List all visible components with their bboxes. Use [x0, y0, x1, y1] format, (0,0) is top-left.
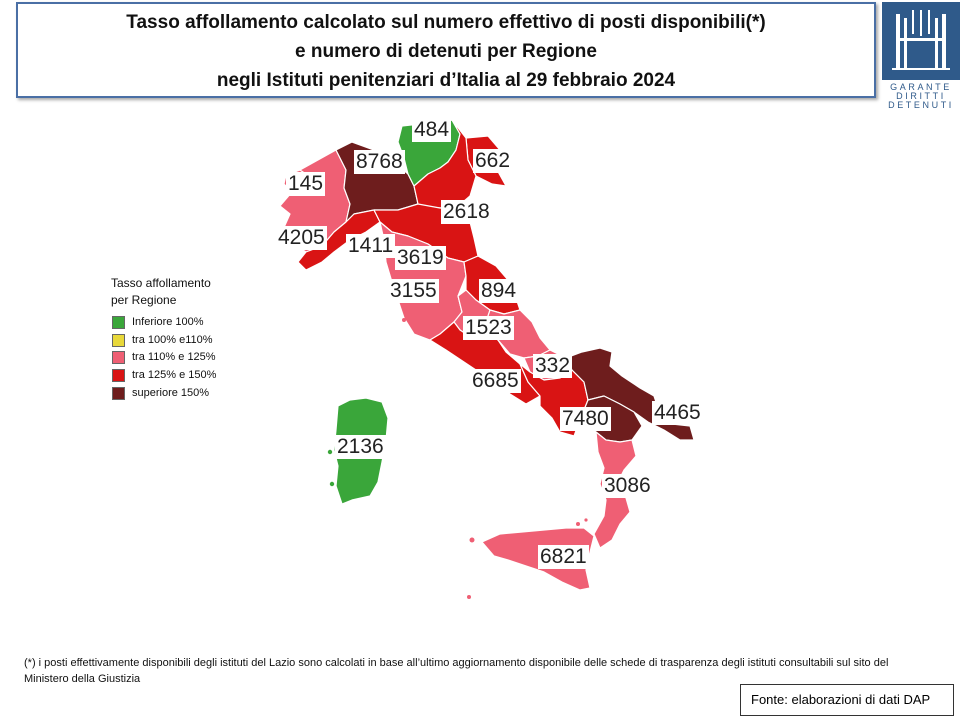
legend-swatch [112, 351, 125, 364]
label-lombardia: 8768 [354, 150, 405, 174]
label-basilicata: 7480 [560, 407, 611, 431]
title-box: Tasso affollamento calcolato sul numero … [16, 2, 876, 98]
logo-text-3: DETENUTI [888, 100, 954, 110]
label-valle-daosta: 145 [286, 172, 326, 196]
legend-swatch [112, 387, 125, 400]
garante-logo: GARANTE DIRITTI DETENUTI [882, 2, 960, 110]
legend-label: tra 100% e110% [132, 334, 213, 346]
footnote: (*) i posti effettivamente disponibili d… [24, 657, 889, 685]
label-friuli: 662 [473, 149, 513, 173]
label-puglia: 4465 [652, 401, 703, 425]
legend-title-1: Tasso affollamento [111, 276, 211, 290]
title-line-1: Tasso affollamento calcolato sul numero … [126, 12, 766, 33]
legend-label: tra 125% e 150% [132, 369, 217, 381]
label-marche: 894 [479, 279, 519, 303]
label-lazio: 1523 [463, 316, 514, 340]
label-sicilia: 6821 [538, 545, 589, 569]
legend-swatch [112, 369, 125, 382]
label-liguria: 1411 [346, 234, 396, 258]
label-veneto: 2618 [441, 200, 492, 224]
legend-swatch [112, 316, 125, 329]
legend-label: superiore 150% [132, 387, 210, 399]
label-toscana: 3155 [388, 279, 439, 303]
label-trentino: 484 [412, 118, 452, 142]
title-line-2: e numero di detenuti per Regione [295, 41, 597, 62]
legend-swatch [112, 334, 125, 347]
title-line-3: negli Istituti penitenziari d’Italia al … [216, 70, 676, 91]
source-box: Fonte: elaborazioni di dati DAP [740, 684, 954, 716]
legend-label: Inferiore 100% [132, 316, 204, 328]
label-calabria: 3086 [602, 474, 653, 498]
legend-label: tra 110% e 125% [132, 351, 216, 363]
sardinian-islands [327, 449, 335, 487]
label-emilia-romagna: 3619 [395, 246, 446, 270]
label-campania: 6685 [470, 369, 521, 393]
logo-text-2: DIRITTI [896, 91, 946, 101]
legend-title-2: per Regione [111, 293, 177, 307]
logo-text-1: GARANTE [890, 82, 952, 92]
logo-emblem-icon [882, 2, 960, 80]
region-liguria [297, 209, 381, 271]
label-piemonte: 4205 [276, 226, 327, 250]
label-sardegna: 2136 [335, 435, 386, 459]
label-abruzzo: 332 [533, 354, 573, 378]
